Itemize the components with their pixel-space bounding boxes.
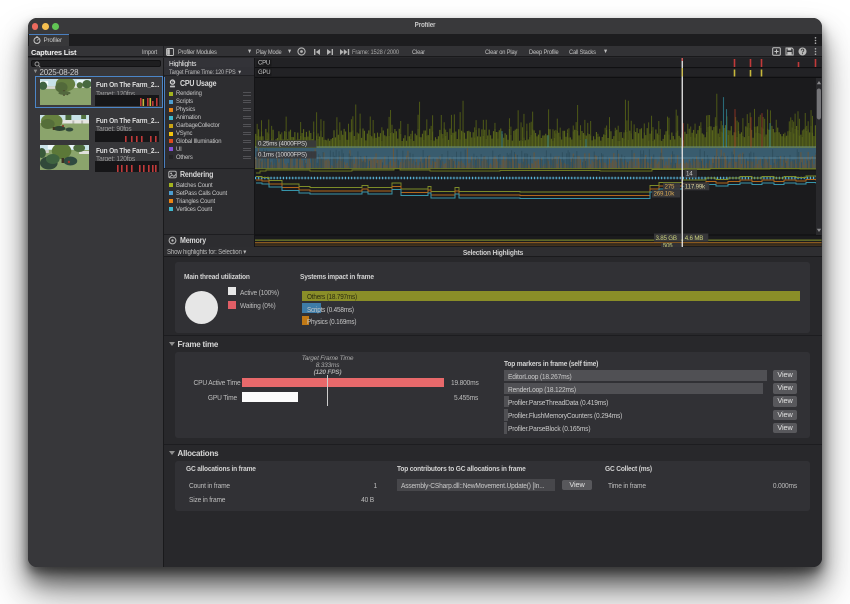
- svg-text:GPU: GPU: [258, 70, 270, 76]
- svg-text:CPU: CPU: [258, 60, 270, 66]
- svg-text:505: 505: [663, 243, 673, 247]
- svg-text:14: 14: [686, 170, 693, 177]
- svg-text:3.85 GB: 3.85 GB: [656, 234, 677, 241]
- svg-text:117.99k: 117.99k: [685, 183, 706, 190]
- svg-text:0.1ms (10000FPS): 0.1ms (10000FPS): [258, 151, 307, 158]
- svg-text:0.25ms (4000FPS): 0.25ms (4000FPS): [258, 140, 307, 147]
- svg-text:4.6 MB: 4.6 MB: [685, 234, 703, 241]
- svg-text:269.10k: 269.10k: [654, 190, 676, 197]
- svg-text:275: 275: [665, 183, 675, 190]
